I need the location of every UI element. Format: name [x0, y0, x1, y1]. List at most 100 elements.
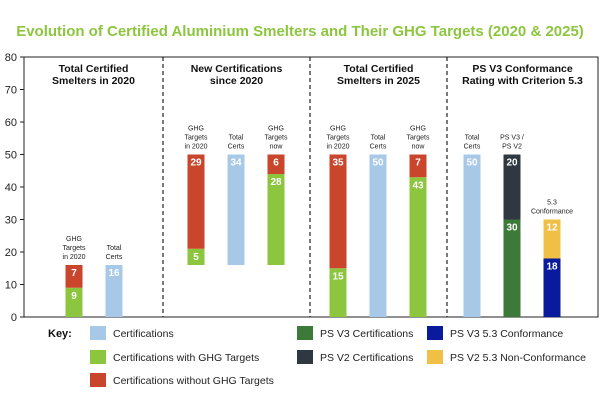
bar-category-label-line: Certs	[464, 144, 481, 151]
data-label: 6	[273, 158, 279, 169]
bar-segment-without_ghg	[267, 154, 285, 174]
bar-category-label: GHG Targets in 2020	[185, 126, 208, 151]
data-label: 18	[546, 262, 558, 273]
data-label: 35	[332, 158, 344, 169]
group-title-line: Rating with Criterion 5.3	[462, 75, 583, 87]
group-title: New Certifications since 2020	[191, 63, 283, 87]
bar-segment-with_ghg	[329, 268, 347, 317]
group-title: PS V3 Conformance Rating with Criterion 5…	[462, 63, 583, 87]
group-title-line: Smelters in 2025	[337, 75, 420, 87]
data-label: 43	[412, 180, 424, 191]
bar-category-label-line: Conformance	[531, 209, 573, 216]
data-label: 12	[546, 223, 558, 234]
bar-category-label: GHG Targets now	[407, 126, 430, 151]
bar-category-label-line: PS V2	[502, 144, 522, 151]
legend-label: PS V3 Certifications	[320, 328, 413, 340]
bar-segment-with_ghg	[267, 174, 285, 265]
bar-segment-without_ghg	[329, 154, 347, 269]
y-tick-label: 50	[5, 150, 17, 162]
data-label: 7	[71, 268, 77, 279]
bar-category-label: Total Certs	[106, 245, 123, 261]
bar-category-label-line: in 2020	[327, 144, 350, 151]
bar-category-label-line: in 2020	[63, 254, 86, 261]
bar-category-label: GHG Targets in 2020	[63, 236, 86, 261]
bar-category-label-line: now	[412, 144, 426, 151]
bar-segment-with_ghg	[187, 248, 205, 265]
bar-category-label-line: Total	[371, 135, 386, 142]
y-tick-label: 80	[5, 52, 17, 64]
bar-segment-with_ghg	[65, 287, 83, 317]
bar-segment-certifications	[227, 154, 245, 265]
legend: Key: Certifications Certifications with GH…	[48, 326, 586, 387]
y-tick-label: 60	[5, 117, 17, 129]
bar-category-label-line: Total	[229, 135, 244, 142]
bar-category-label: GHG Targets in 2020	[327, 126, 350, 151]
data-label: 50	[466, 158, 478, 169]
bar-segment-ps_v3	[503, 219, 521, 317]
bar-category-label-line: GHG	[66, 236, 82, 243]
legend-swatch-certifications	[90, 326, 106, 340]
bar-category-label-line: Total	[107, 245, 122, 252]
bar-category-label-line: Targets	[327, 135, 350, 142]
legend-swatch-ps_v3	[297, 326, 313, 340]
y-tick-label: 30	[5, 215, 17, 227]
data-label: 15	[332, 271, 344, 282]
group-title-line: Smelters in 2020	[52, 75, 135, 87]
y-tick-label: 40	[5, 182, 17, 194]
bar-category-label: Total Certs	[370, 135, 387, 151]
data-label: 50	[372, 158, 384, 169]
bar-category-label: Total Certs	[464, 135, 481, 151]
bar-category-label-line: GHG	[188, 126, 204, 133]
bar-category-label-line: Certs	[228, 144, 245, 151]
data-label: 28	[270, 177, 282, 188]
bar-category-label: 5.3 Conformance	[531, 200, 573, 216]
y-tick-label: 10	[5, 280, 17, 292]
bar-category-label-line: PS V3 /	[500, 135, 524, 142]
bar-segment-v3_53_conf	[543, 258, 561, 317]
bar-segment-without_ghg	[187, 154, 205, 249]
bar-category-label-line: GHG	[268, 126, 284, 133]
data-label: 5	[193, 252, 199, 263]
bar-segment-without_ghg	[409, 154, 427, 178]
bar-segment-v2_53_nonconf	[543, 219, 561, 259]
group-title-line: Total Certified	[344, 63, 414, 75]
bar-category-label-line: Certs	[106, 254, 123, 261]
data-label: 9	[71, 291, 77, 302]
group-title-line: Total Certified	[59, 63, 129, 75]
legend-swatch-ps_v2	[297, 350, 313, 364]
bar-category-label-line: Targets	[63, 245, 86, 252]
legend-swatch-v3_53_conf	[427, 326, 443, 340]
bar-segment-certifications	[463, 154, 481, 317]
y-tick-label: 20	[5, 247, 17, 259]
bar-category-label-line: GHG	[330, 126, 346, 133]
legend-label: Certifications without GHG Targets	[113, 375, 274, 387]
bar-segment-with_ghg	[409, 177, 427, 317]
y-tick-label: 0	[11, 312, 17, 324]
bar-category-label: PS V3 / PS V2	[500, 135, 524, 151]
y-tick-label: 70	[5, 85, 17, 97]
bar-category-label: GHG Targets now	[265, 126, 288, 151]
bar-category-label-line: Targets	[265, 135, 288, 142]
legend-swatch-without_ghg	[90, 373, 106, 387]
data-label: 20	[506, 158, 518, 169]
data-label: 29	[190, 158, 202, 169]
bar-segment-without_ghg	[65, 265, 83, 288]
bar-category-label-line: in 2020	[185, 144, 208, 151]
group-title-line: New Certifications	[191, 63, 283, 75]
data-label: 16	[108, 268, 120, 279]
group-title: Total Certified Smelters in 2025	[337, 63, 420, 87]
bar-category-label-line: Targets	[407, 135, 430, 142]
data-label: 7	[415, 158, 421, 169]
legend-label: PS V2 5.3 Non-Conformance	[450, 352, 586, 364]
chart-title: Evolution of Certified Aluminium Smelter…	[16, 23, 584, 40]
bar-category-label-line: Certs	[370, 144, 387, 151]
group-title-line: since 2020	[210, 75, 263, 87]
legend-swatch-v2_53_nonconf	[427, 350, 443, 364]
bar-category-label: Total Certs	[228, 135, 245, 151]
legend-key-label: Key:	[48, 328, 72, 340]
bar-category-label-line: Targets	[185, 135, 208, 142]
bar-segment-certifications	[369, 154, 387, 317]
bar-category-label-line: GHG	[410, 126, 426, 133]
